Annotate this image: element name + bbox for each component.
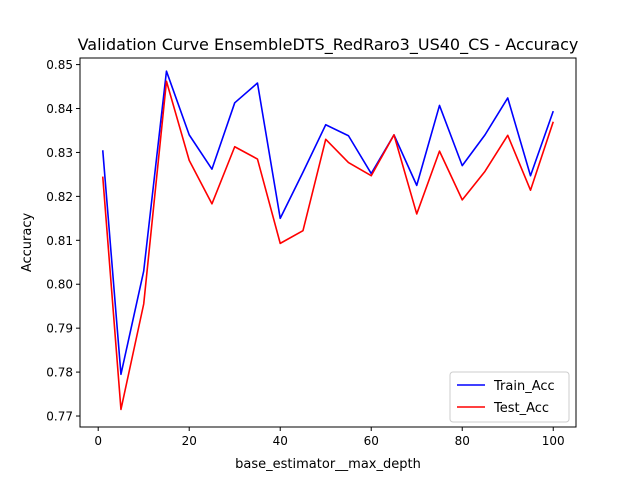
x-tick-label: 40 bbox=[273, 434, 288, 448]
y-tick-label: 0.79 bbox=[46, 322, 73, 336]
y-tick-label: 0.78 bbox=[46, 366, 73, 380]
legend: Train_Acc Test_Acc bbox=[449, 371, 570, 423]
plot-frame bbox=[79, 57, 577, 428]
x-axis: 0 20 40 60 80 100 bbox=[94, 427, 565, 448]
x-tick-label: 100 bbox=[542, 434, 565, 448]
y-tick-label: 0.77 bbox=[46, 410, 73, 424]
legend-label-train: Train_Acc bbox=[493, 379, 555, 394]
series-line-train-acc bbox=[101, 70, 555, 376]
plot-lines bbox=[101, 70, 555, 411]
y-tick-label: 0.85 bbox=[46, 58, 73, 72]
chart-title: Validation Curve EnsembleDTS_RedRaro3_US… bbox=[78, 35, 579, 55]
y-axis-label: Accuracy bbox=[20, 213, 35, 273]
x-tick-label: 80 bbox=[455, 434, 470, 448]
x-axis-label: base_estimator__max_depth bbox=[235, 457, 421, 472]
y-axis: 0.77 0.78 0.79 0.80 0.81 0.82 0.83 0.84 0.85 bbox=[46, 58, 80, 424]
x-tick-label: 20 bbox=[182, 434, 197, 448]
y-tick-label: 0.82 bbox=[46, 190, 73, 204]
y-tick-label: 0.84 bbox=[46, 102, 73, 116]
y-tick-label: 0.83 bbox=[46, 146, 73, 160]
x-tick-label: 0 bbox=[94, 434, 102, 448]
legend-label-test: Test_Acc bbox=[493, 401, 549, 416]
y-tick-label: 0.81 bbox=[46, 234, 73, 248]
series-line-test-acc bbox=[101, 80, 555, 411]
x-tick-label: 60 bbox=[364, 434, 379, 448]
y-tick-label: 0.80 bbox=[46, 278, 73, 292]
